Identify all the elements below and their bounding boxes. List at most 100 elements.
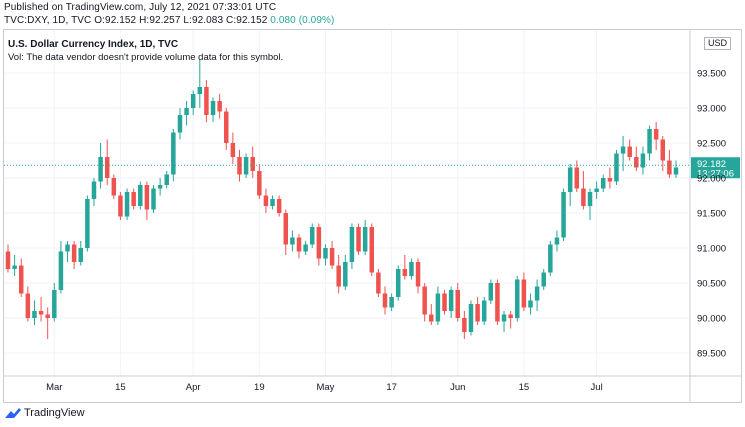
candle-down (495, 279, 500, 325)
candle-up (534, 279, 540, 311)
candle-up (409, 258, 414, 280)
candle-down (475, 297, 480, 325)
candle-body (462, 318, 467, 332)
candle-down (316, 223, 322, 266)
candle-body (382, 293, 388, 308)
candle-down (508, 311, 513, 329)
candle-body (78, 248, 84, 262)
x-tick-label: 19 (254, 382, 265, 393)
candle-up (85, 195, 90, 252)
candle-body (501, 314, 507, 322)
candle-body (600, 178, 606, 189)
candle-down (574, 160, 580, 192)
candle-body (448, 290, 454, 311)
candle-body (45, 314, 50, 318)
footer: TradingView (5, 404, 85, 422)
tradingview-logo-icon (5, 408, 21, 418)
candle-body (257, 171, 262, 196)
footer-brand: TradingView (24, 407, 85, 419)
candle-up (600, 174, 606, 192)
x-tick-label: Mar (46, 382, 62, 393)
candle-body (290, 237, 295, 245)
candle-body (336, 265, 341, 287)
currency-badge[interactable]: USD (704, 37, 732, 50)
candle-down (521, 272, 527, 311)
candle-down (144, 181, 150, 220)
candle-up (210, 97, 216, 122)
candle-body (91, 181, 97, 199)
candle-body (422, 286, 427, 315)
last-price-countdown: 13:27:06 (697, 168, 734, 179)
candle-body (567, 167, 573, 192)
candle-up (362, 220, 368, 255)
candle-down (634, 146, 639, 171)
candle-body (111, 178, 117, 196)
chart-title: U.S. Dollar Currency Index, 1D, TVC (8, 39, 179, 50)
y-tick-label: 90.500 (697, 279, 726, 290)
candle-down (224, 108, 229, 150)
candle-body (157, 185, 163, 189)
last-price-label-bg (691, 157, 740, 179)
candle-up (594, 181, 599, 199)
ohlc-high-label: H: (139, 15, 150, 26)
candle-down (455, 283, 460, 322)
candle-up (151, 185, 156, 213)
candle-down (18, 258, 24, 297)
ohlc-high-value: 92.257 (149, 15, 181, 26)
candle-body (71, 244, 77, 262)
candle-down (382, 286, 388, 315)
candle-down (415, 258, 421, 294)
candle-up (389, 293, 394, 311)
candle-down (71, 241, 77, 269)
candle-up (647, 125, 652, 161)
candle-up (32, 300, 37, 325)
candle-body (323, 248, 328, 259)
candle-body (541, 272, 546, 287)
candle-body (85, 199, 90, 248)
ohlc-low-label: L: (183, 15, 192, 26)
candle-down (336, 255, 341, 294)
candle-body (329, 248, 335, 266)
candle-body (276, 199, 282, 213)
candle-body (131, 192, 136, 206)
ohlc-low-value: 92.083 (191, 15, 224, 26)
candle-down (329, 241, 335, 269)
candle-up (138, 181, 143, 210)
candle-body (177, 115, 183, 133)
candle-down (276, 195, 282, 217)
candle-down (25, 286, 31, 322)
candle-up (91, 178, 97, 206)
candle-body (58, 251, 64, 290)
candle-body (488, 283, 494, 301)
candle-body (455, 290, 460, 318)
candle-down (402, 255, 408, 280)
symbol-ohlc-line: TVC:DXY, 1D, TVC O:92.152 H:92.257 L:92.… (4, 15, 334, 26)
x-tick-label: Jun (450, 382, 465, 393)
candle-body (581, 188, 586, 206)
candle-up (349, 223, 355, 269)
candle-body (243, 157, 249, 175)
candle-body (548, 244, 553, 273)
candle-body (395, 269, 401, 297)
candle-body (190, 94, 196, 108)
symbol-label: TVC:DXY, 1D, TVC (4, 15, 92, 26)
candle-down (660, 136, 666, 171)
candle-body (52, 290, 57, 318)
candle-up (640, 146, 646, 175)
chart-frame[interactable] (3, 29, 742, 403)
x-tick-label: 15 (519, 382, 530, 393)
candle-body (309, 227, 315, 245)
candle-body (263, 195, 269, 206)
candle-down (230, 132, 236, 164)
candle-body (144, 185, 150, 210)
candle-body (534, 286, 540, 301)
candle-up (190, 90, 196, 115)
candle-up (501, 311, 507, 332)
candle-down (376, 269, 381, 297)
candle-down (422, 283, 427, 322)
candle-up (157, 178, 163, 196)
candle-body (184, 108, 189, 115)
candle-down (283, 209, 289, 255)
candle-body (283, 213, 289, 245)
